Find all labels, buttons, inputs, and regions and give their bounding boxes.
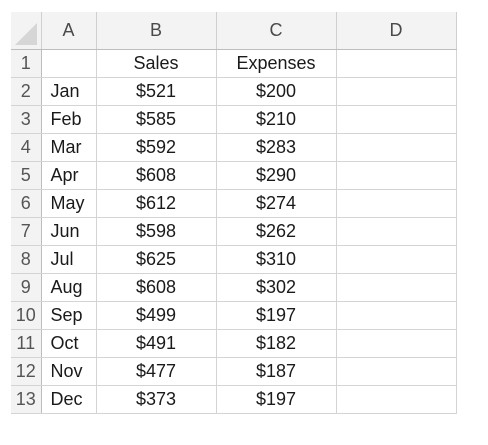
table-row: 11 Oct $491 $182 xyxy=(11,329,457,358)
cell-month[interactable]: Jul xyxy=(41,245,97,274)
cell-expenses[interactable]: $197 xyxy=(216,301,337,330)
row-header[interactable]: 11 xyxy=(11,329,42,358)
cell-a1[interactable] xyxy=(41,49,97,78)
cell-expenses[interactable]: $262 xyxy=(216,217,337,246)
cell-sales[interactable]: $608 xyxy=(96,161,217,190)
cell-empty[interactable] xyxy=(336,77,457,106)
cell-month[interactable]: Apr xyxy=(41,161,97,190)
table-row: 8 Jul $625 $310 xyxy=(11,245,457,274)
cell-empty[interactable] xyxy=(336,385,457,414)
row-header[interactable]: 7 xyxy=(11,217,42,246)
row-header[interactable]: 12 xyxy=(11,357,42,386)
row-header[interactable]: 9 xyxy=(11,273,42,302)
row-header[interactable]: 2 xyxy=(11,77,42,106)
row-header[interactable]: 13 xyxy=(11,385,42,414)
cell-sales[interactable]: $625 xyxy=(96,245,217,274)
cell-month[interactable]: Oct xyxy=(41,329,97,358)
cell-expenses[interactable]: $274 xyxy=(216,189,337,218)
table-row: 5 Apr $608 $290 xyxy=(11,161,457,190)
cell-month[interactable]: Feb xyxy=(41,105,97,134)
cell-empty[interactable] xyxy=(336,217,457,246)
cell-sales[interactable]: $608 xyxy=(96,273,217,302)
cell-expenses[interactable]: $283 xyxy=(216,133,337,162)
table-row-1: 1 Sales Expenses xyxy=(11,49,457,78)
cell-expenses[interactable]: $310 xyxy=(216,245,337,274)
cell-expenses[interactable]: $210 xyxy=(216,105,337,134)
cell-month[interactable]: Jan xyxy=(41,77,97,106)
cell-empty[interactable] xyxy=(336,161,457,190)
table-row: 2 Jan $521 $200 xyxy=(11,77,457,106)
column-header-row: A B C D xyxy=(11,12,457,50)
cell-sales[interactable]: $373 xyxy=(96,385,217,414)
row-header[interactable]: 1 xyxy=(11,49,42,78)
cell-d1[interactable] xyxy=(336,49,457,78)
cell-month[interactable]: Nov xyxy=(41,357,97,386)
cell-c1-expenses-header[interactable]: Expenses xyxy=(216,49,337,78)
cell-expenses[interactable]: $290 xyxy=(216,161,337,190)
cell-month[interactable]: Sep xyxy=(41,301,97,330)
table-row: 7 Jun $598 $262 xyxy=(11,217,457,246)
cell-expenses[interactable]: $182 xyxy=(216,329,337,358)
column-header-c[interactable]: C xyxy=(216,12,337,50)
cell-sales[interactable]: $598 xyxy=(96,217,217,246)
cell-empty[interactable] xyxy=(336,189,457,218)
table-row: 13 Dec $373 $197 xyxy=(11,385,457,414)
table-row: 4 Mar $592 $283 xyxy=(11,133,457,162)
row-header[interactable]: 3 xyxy=(11,105,42,134)
select-all-corner[interactable] xyxy=(11,12,42,50)
cell-expenses[interactable]: $187 xyxy=(216,357,337,386)
table-row: 10 Sep $499 $197 xyxy=(11,301,457,330)
cell-month[interactable]: Jun xyxy=(41,217,97,246)
cell-empty[interactable] xyxy=(336,357,457,386)
cell-month[interactable]: May xyxy=(41,189,97,218)
cell-month[interactable]: Dec xyxy=(41,385,97,414)
table-row: 9 Aug $608 $302 xyxy=(11,273,457,302)
row-header[interactable]: 4 xyxy=(11,133,42,162)
table-row: 3 Feb $585 $210 xyxy=(11,105,457,134)
row-header[interactable]: 10 xyxy=(11,301,42,330)
cell-sales[interactable]: $499 xyxy=(96,301,217,330)
table-row: 6 May $612 $274 xyxy=(11,189,457,218)
cell-sales[interactable]: $612 xyxy=(96,189,217,218)
cell-sales[interactable]: $521 xyxy=(96,77,217,106)
cell-sales[interactable]: $585 xyxy=(96,105,217,134)
column-header-d[interactable]: D xyxy=(336,12,457,50)
cell-empty[interactable] xyxy=(336,301,457,330)
column-header-b[interactable]: B xyxy=(96,12,217,50)
row-header[interactable]: 6 xyxy=(11,189,42,218)
cell-sales[interactable]: $491 xyxy=(96,329,217,358)
cell-empty[interactable] xyxy=(336,329,457,358)
cell-sales[interactable]: $477 xyxy=(96,357,217,386)
cell-expenses[interactable]: $200 xyxy=(216,77,337,106)
cell-empty[interactable] xyxy=(336,245,457,274)
column-header-a[interactable]: A xyxy=(41,12,97,50)
cell-empty[interactable] xyxy=(336,105,457,134)
select-all-triangle-icon xyxy=(14,22,37,45)
table-row: 12 Nov $477 $187 xyxy=(11,357,457,386)
cell-month[interactable]: Aug xyxy=(41,273,97,302)
cell-b1-sales-header[interactable]: Sales xyxy=(96,49,217,78)
row-header[interactable]: 8 xyxy=(11,245,42,274)
spreadsheet-grid: A B C D 1 Sales Expenses 2 Jan $521 $200 3 Fe… xyxy=(11,12,457,414)
cell-empty[interactable] xyxy=(336,133,457,162)
cell-expenses[interactable]: $197 xyxy=(216,385,337,414)
row-header[interactable]: 5 xyxy=(11,161,42,190)
cell-month[interactable]: Mar xyxy=(41,133,97,162)
cell-sales[interactable]: $592 xyxy=(96,133,217,162)
cell-expenses[interactable]: $302 xyxy=(216,273,337,302)
cell-empty[interactable] xyxy=(336,273,457,302)
